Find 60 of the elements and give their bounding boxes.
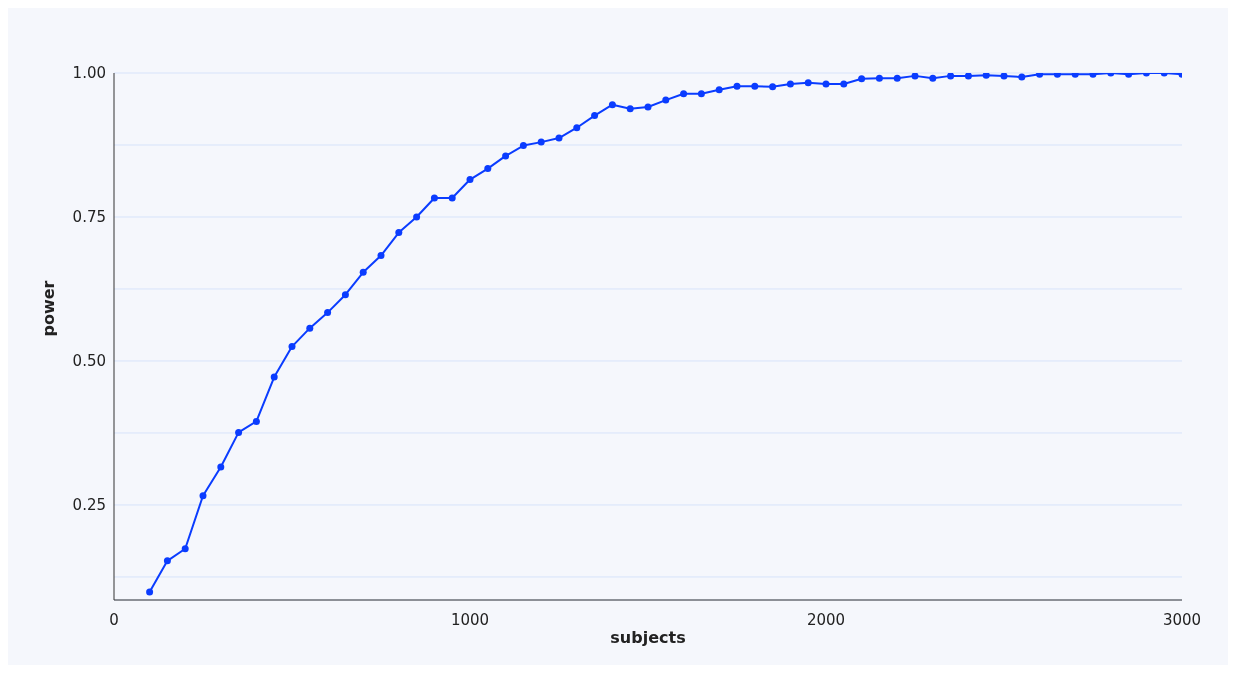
point: [947, 73, 955, 80]
point: [270, 373, 278, 381]
point: [537, 138, 545, 146]
point: [181, 545, 189, 553]
point: [751, 82, 759, 90]
x-axis-title: subjects: [610, 628, 686, 647]
y-tick-label: 0.50: [72, 352, 106, 371]
point: [858, 75, 866, 83]
point: [573, 124, 581, 132]
point: [377, 252, 385, 260]
point: [982, 73, 990, 79]
point: [1018, 73, 1026, 81]
point: [662, 96, 670, 104]
point: [626, 105, 634, 113]
point: [786, 80, 794, 88]
point: [519, 142, 527, 150]
point: [680, 90, 688, 98]
y-tick-label: 1.00: [72, 64, 106, 83]
point: [341, 291, 349, 299]
point: [413, 213, 421, 221]
point: [502, 152, 510, 160]
point: [911, 73, 919, 80]
point: [199, 492, 207, 500]
point: [1000, 73, 1008, 80]
point: [288, 343, 296, 351]
point: [964, 73, 972, 80]
point: [875, 74, 883, 82]
x-tick-label: 2000: [806, 610, 846, 629]
point: [146, 588, 154, 596]
point: [608, 101, 616, 109]
y-tick-label: 0.75: [72, 208, 106, 227]
point: [430, 194, 438, 202]
point: [733, 82, 741, 90]
point: [359, 268, 367, 276]
point: [235, 428, 243, 436]
point: [769, 83, 777, 91]
point: [644, 103, 652, 111]
point: [484, 165, 492, 173]
x-tick-label: 3000: [1162, 610, 1202, 629]
point: [324, 309, 332, 317]
point: [715, 86, 723, 94]
point: [804, 79, 812, 87]
point: [555, 134, 563, 142]
point: [840, 80, 848, 88]
y-tick-label: 0.25: [72, 496, 106, 515]
point: [697, 90, 705, 98]
point: [929, 74, 937, 82]
point: [591, 112, 599, 120]
point: [252, 417, 260, 425]
point: [163, 557, 171, 565]
point: [306, 324, 314, 332]
point: [395, 229, 403, 237]
point: [217, 463, 225, 471]
point: [893, 74, 901, 82]
point: [448, 194, 456, 202]
point: [466, 176, 474, 184]
point: [822, 80, 830, 88]
x-tick-label: 0: [109, 610, 119, 629]
y-axis-title: power: [38, 280, 58, 337]
x-tick-label: 1000: [450, 610, 490, 629]
